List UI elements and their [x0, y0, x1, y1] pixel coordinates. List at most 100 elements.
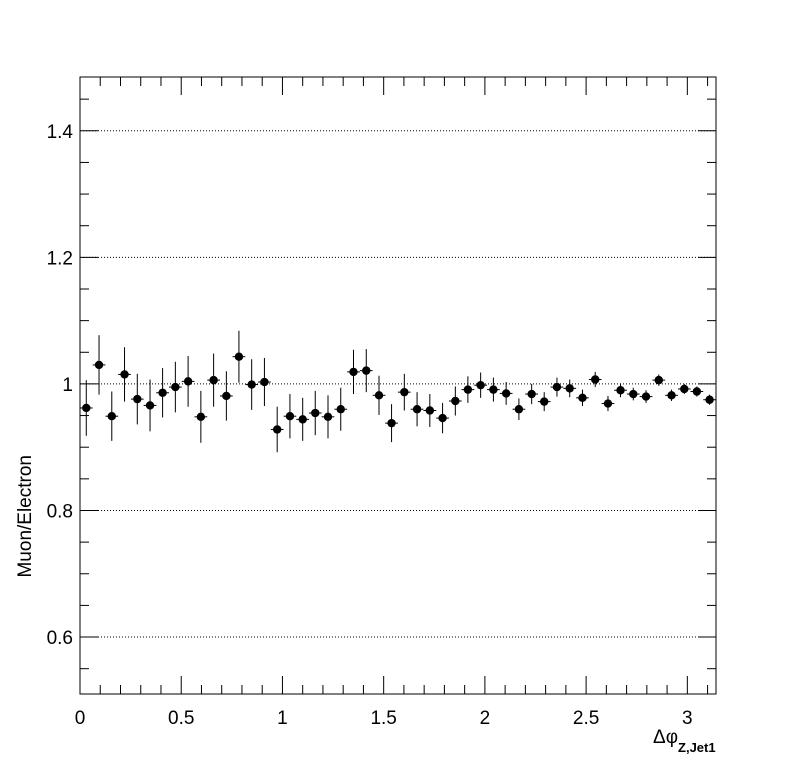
marker: [451, 396, 460, 406]
data-point: [652, 374, 666, 386]
data-point: [474, 372, 487, 398]
marker: [438, 413, 447, 423]
data-point: [194, 390, 208, 443]
marker: [183, 377, 193, 386]
marker: [578, 393, 587, 403]
marker: [298, 415, 307, 424]
y-tick-label: 0.6: [47, 628, 73, 649]
data-point: [525, 383, 539, 405]
x-tick-label: 1: [277, 708, 288, 729]
data-point: [156, 368, 169, 418]
data-point: [347, 349, 360, 395]
marker: [565, 384, 574, 393]
data-point: [499, 382, 513, 405]
marker: [171, 382, 180, 392]
marker: [667, 391, 676, 400]
data-point: [461, 376, 475, 403]
marker: [463, 385, 473, 394]
data-point: [690, 386, 704, 397]
data-point: [614, 383, 627, 398]
marker: [234, 352, 244, 361]
data-point: [79, 380, 93, 436]
y-tick-label: 1: [62, 375, 73, 396]
marker: [527, 389, 536, 399]
x-tick-labels: 0 0.5 1 1.5 2 2.5 3: [75, 708, 693, 729]
data-point: [270, 406, 284, 453]
data-point: [105, 391, 119, 441]
marker: [222, 391, 231, 401]
marker: [616, 386, 625, 395]
marker: [336, 405, 345, 414]
marker: [374, 391, 384, 400]
data-point: [512, 398, 526, 420]
data-point: [118, 347, 131, 402]
marker: [514, 405, 524, 414]
marker: [654, 375, 663, 385]
marker: [476, 380, 485, 390]
data-point: [639, 390, 653, 403]
marker: [158, 388, 167, 397]
data-point: [703, 394, 716, 405]
x-tick-label: 0: [75, 708, 86, 729]
data-point: [334, 387, 348, 431]
marker: [629, 389, 638, 399]
x-tick-label: 2.5: [573, 708, 599, 729]
data-point: [258, 357, 271, 407]
data-point: [321, 395, 335, 439]
marker: [247, 380, 256, 389]
marker: [540, 397, 549, 406]
marker: [82, 403, 91, 413]
data-point: [563, 379, 577, 398]
x-axis-title: ΔφZ,Jet1: [653, 727, 716, 755]
marker: [641, 392, 651, 401]
marker: [272, 425, 282, 434]
data-point: [232, 330, 246, 383]
marker: [501, 389, 511, 398]
marker: [591, 375, 600, 384]
x-tick-label: 3: [682, 708, 693, 729]
marker: [209, 375, 218, 385]
data-point: [207, 353, 220, 407]
data-point: [181, 356, 195, 407]
x-axis-title-subscript: Z,Jet1: [678, 740, 716, 755]
marker: [107, 411, 116, 421]
plot-frame: [79, 76, 717, 695]
marker: [425, 406, 435, 415]
y-tick-label: 1.4: [47, 122, 74, 143]
y-axis-title: Muon/Electron: [15, 455, 36, 578]
marker: [285, 411, 295, 421]
data-point: [601, 395, 615, 412]
data-point: [537, 392, 551, 412]
marker: [412, 405, 422, 414]
data-point: [130, 373, 144, 425]
data-point: [397, 373, 411, 411]
data-point: [308, 390, 322, 436]
marker: [603, 399, 613, 408]
data-points: [79, 330, 716, 453]
marker: [323, 412, 333, 422]
marker: [311, 408, 320, 418]
data-point: [436, 402, 449, 434]
axis-ticks: [79, 77, 716, 694]
x-tick-label: 0.5: [168, 708, 194, 729]
data-point: [385, 404, 398, 443]
marker: [400, 387, 409, 397]
marker: [120, 370, 129, 379]
data-point: [410, 392, 424, 427]
y-tick-labels: 0.6 0.8 1 1.2 1.4: [47, 122, 74, 649]
x-tick-label: 1.5: [370, 708, 396, 729]
data-point: [665, 389, 678, 402]
marker: [489, 385, 498, 394]
marker: [552, 382, 562, 392]
data-point: [245, 359, 259, 410]
data-point: [576, 389, 589, 407]
marker: [692, 387, 702, 396]
data-point: [677, 383, 691, 395]
data-point: [143, 379, 157, 432]
data-point: [92, 335, 106, 395]
marker: [94, 360, 104, 370]
data-point: [423, 394, 437, 427]
y-tick-label: 0.8: [47, 501, 73, 522]
data-point: [588, 371, 602, 388]
